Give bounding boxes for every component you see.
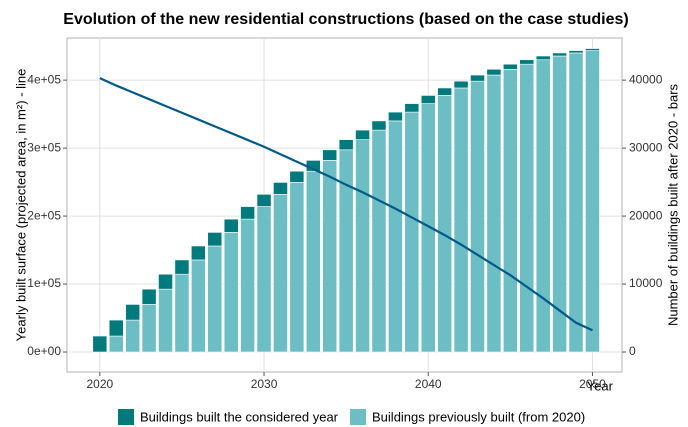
bar <box>223 232 239 353</box>
bar <box>502 68 518 353</box>
bar <box>256 206 272 353</box>
bar <box>108 319 124 337</box>
bar <box>371 120 387 131</box>
bar <box>453 80 469 89</box>
bar <box>404 111 420 353</box>
bar <box>568 50 584 54</box>
legend-label: Buildings built the considered year <box>140 409 339 424</box>
bar <box>486 74 502 353</box>
bar <box>273 194 288 353</box>
bar <box>535 55 551 61</box>
x-tick-label: 2050 <box>579 377 606 391</box>
bar <box>371 129 387 353</box>
y-axis-label: Yearly built surface (projected area, in… <box>13 69 28 342</box>
y2-tick-label: 20000 <box>629 208 663 222</box>
bar <box>240 218 255 353</box>
bar <box>223 218 239 233</box>
bar <box>256 194 272 207</box>
bar <box>92 335 108 353</box>
bar <box>453 87 469 353</box>
bar <box>207 232 223 247</box>
x-tick-label: 2040 <box>415 377 442 391</box>
x-tick-label: 2020 <box>86 377 113 391</box>
bar <box>338 139 354 151</box>
bar <box>240 206 255 220</box>
y2-tick-label: 30000 <box>629 140 663 154</box>
bar <box>273 182 288 195</box>
y2-tick-label: 0 <box>629 344 636 358</box>
bar <box>289 182 305 353</box>
bar <box>470 74 485 82</box>
bar <box>207 245 223 353</box>
legend-swatch <box>350 409 367 425</box>
bar <box>141 288 157 305</box>
bar <box>585 50 600 353</box>
y-tick-label: 0e+00 <box>27 344 61 358</box>
legend-swatch <box>118 409 134 425</box>
bar <box>437 87 453 96</box>
y-tick-label: 4e+05 <box>27 72 61 86</box>
bar <box>388 120 403 353</box>
bar <box>191 245 206 261</box>
y2-tick-label: 10000 <box>629 276 663 290</box>
bar <box>535 59 551 353</box>
bar <box>404 103 420 113</box>
bar <box>585 48 600 51</box>
bar <box>174 259 190 275</box>
bar <box>141 304 157 353</box>
bar <box>502 63 518 70</box>
x-axis-label: Year <box>587 378 614 393</box>
y-tick-label: 3e+05 <box>27 140 61 154</box>
bar <box>108 335 124 353</box>
legend-label: Buildings previously built (from 2020) <box>372 409 585 424</box>
bar <box>158 273 173 290</box>
bar <box>158 288 173 353</box>
bar <box>289 170 305 183</box>
bar <box>420 95 436 104</box>
y2-axis-label: Number of buildings built after 2020 - b… <box>665 83 680 326</box>
bar <box>355 129 370 140</box>
bar <box>519 63 535 353</box>
y-tick-label: 2e+05 <box>27 208 61 222</box>
y-tick-label: 1e+05 <box>27 276 61 290</box>
chart-title: Evolution of the new residential constru… <box>63 11 628 28</box>
bar <box>305 170 321 353</box>
bar <box>355 139 370 353</box>
bar <box>470 80 485 353</box>
bar <box>191 259 206 353</box>
bar <box>519 59 535 65</box>
bar <box>388 111 403 122</box>
bar <box>322 160 338 353</box>
bar <box>322 149 338 161</box>
bar <box>338 149 354 353</box>
bar <box>125 304 141 321</box>
x-tick-label: 2030 <box>251 377 278 391</box>
bar <box>174 273 190 353</box>
bar <box>125 319 141 353</box>
y2-tick-label: 40000 <box>629 72 663 86</box>
bar <box>568 52 584 353</box>
bar <box>437 95 453 353</box>
bar <box>486 68 502 76</box>
bar <box>552 52 567 57</box>
line <box>99 77 593 332</box>
